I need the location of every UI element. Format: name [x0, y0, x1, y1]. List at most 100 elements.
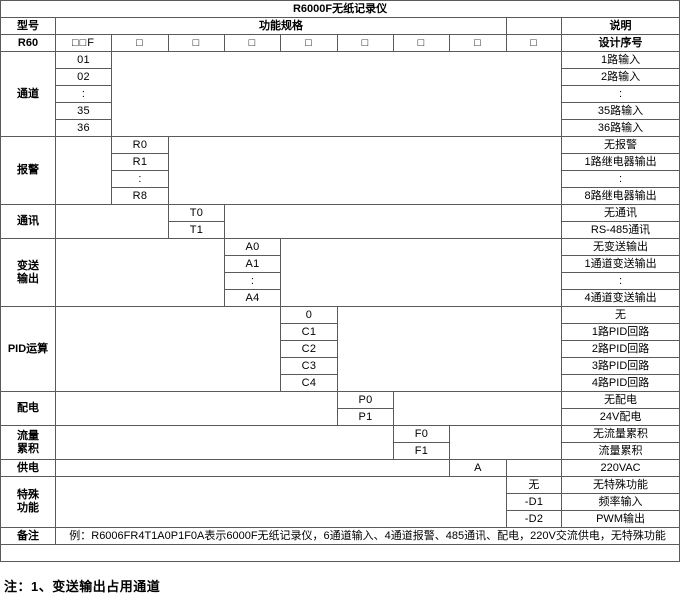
code-box-8: □ — [449, 34, 507, 52]
group-label-alarm: 报警 — [0, 136, 56, 205]
pid-code-0: 0 — [280, 306, 338, 324]
table-row: 特殊 功能 无 无特殊功能 — [0, 476, 680, 528]
filler — [55, 204, 169, 239]
group-label-comm: 通讯 — [0, 204, 56, 239]
comm-desc-t1: RS-485通讯 — [560, 221, 680, 239]
special-desc-none: 无特殊功能 — [560, 476, 680, 494]
channel-desc-35: 35路输入 — [560, 102, 680, 120]
pid-desc-c2: 2路PID回路 — [560, 340, 680, 358]
remark-row: 备注 例：R6006FR4T1A0P1F0A表示6000F无纸记录仪，6通道输入… — [0, 527, 680, 545]
footnote: 注：1、变送输出占用通道 — [4, 579, 161, 594]
table-row: C4 4路PID回路 — [1, 374, 680, 392]
filler — [168, 136, 562, 205]
alarm-code-r1: R1 — [111, 153, 169, 171]
table-row: C2 2路PID回路 — [1, 340, 680, 358]
table-row: P1 24V配电 — [1, 408, 680, 426]
mains-code-a: A — [449, 459, 507, 477]
group-label-transmit: 变送 输出 — [0, 238, 56, 307]
table-row: A1 1通道变送输出 — [1, 255, 680, 273]
filler — [506, 459, 562, 477]
filler — [111, 51, 562, 137]
transmit-desc-a1: 1通道变送输出 — [560, 255, 680, 273]
header-desc: 说明 — [560, 17, 680, 35]
design-serial-label: 设计序号 — [560, 34, 680, 52]
flow-code-f0: F0 — [393, 425, 450, 443]
code-box-2: □ — [111, 34, 169, 52]
comm-code-t0: T0 — [168, 204, 225, 222]
comm-code-t1: T1 — [168, 221, 225, 239]
group-label-transmit-line1: 变送 — [17, 259, 39, 272]
flow-desc-f1: 流量累积 — [560, 442, 680, 460]
group-label-power-supply: 配电 — [0, 391, 56, 426]
group-label-special-line2: 功能 — [17, 502, 39, 514]
table-row: 变送 输出 A0 无变送输出 — [0, 238, 680, 307]
table-row: : : — [1, 272, 680, 290]
table-row: C3 3路PID回路 — [1, 357, 680, 375]
product-spec-table: R6000F无纸记录仪 型号 功能规格 说明 R60 □□F □ □ □ □ □… — [0, 0, 680, 562]
table-row: 流量 累积 F0 无流量累积 — [0, 425, 680, 460]
pid-code-c2: C2 — [280, 340, 338, 358]
channel-code-35: 35 — [55, 102, 112, 120]
dist-desc-p1: 24V配电 — [560, 408, 680, 426]
transmit-code-a4: A4 — [224, 289, 281, 307]
channel-code-ellipsis: : — [55, 85, 112, 103]
filler — [280, 238, 562, 307]
table-row: PID运算 0 无 — [0, 306, 680, 392]
bottom-spacer-row — [0, 544, 680, 562]
group-label-channel: 通道 — [0, 51, 56, 137]
pid-desc-0: 无 — [560, 306, 680, 324]
filler — [55, 238, 225, 307]
transmit-desc-a4: 4通道变送输出 — [560, 289, 680, 307]
channel-code-01: 01 — [55, 51, 112, 69]
special-code-none: 无 — [506, 476, 562, 494]
table-row: 配电 P0 无配电 — [0, 391, 680, 426]
alarm-desc-r8: 8路继电器输出 — [560, 187, 680, 205]
alarm-desc-ellipsis: : — [560, 170, 680, 188]
pid-desc-c4: 4路PID回路 — [560, 374, 680, 392]
pid-code-c3: C3 — [280, 357, 338, 375]
table-row: : : — [1, 85, 680, 103]
special-code-d2: -D2 — [506, 510, 562, 528]
filler — [55, 306, 281, 392]
channel-desc-36: 36路输入 — [560, 119, 680, 137]
table-row: 通讯 T0 无通讯 — [0, 204, 680, 239]
group-label-special-line1: 特殊 — [17, 489, 39, 501]
filler — [55, 136, 112, 205]
mains-desc-a: 220VAC — [560, 459, 680, 477]
channel-code-02: 02 — [55, 68, 112, 86]
filler — [55, 459, 450, 477]
flow-desc-f0: 无流量累积 — [560, 425, 680, 443]
transmit-code-a0: A0 — [224, 238, 281, 256]
table-row: 通道 01 1路输入 — [0, 51, 680, 137]
code-box-4: □ — [224, 34, 281, 52]
group-label-pid: PID运算 — [0, 306, 56, 392]
pid-code-c1: C1 — [280, 323, 338, 341]
channel-desc-02: 2路输入 — [560, 68, 680, 86]
pid-desc-c3: 3路PID回路 — [560, 357, 680, 375]
group-label-mains: 供电 — [0, 459, 56, 477]
table-row: 供电 A 220VAC — [0, 459, 680, 477]
dist-code-p1: P1 — [337, 408, 394, 426]
header-spec: 功能规格 — [55, 17, 507, 35]
alarm-desc-r0: 无报警 — [560, 136, 680, 154]
filler — [449, 425, 562, 460]
channel-code-36: 36 — [55, 119, 112, 137]
special-desc-d2: PWM输出 — [560, 510, 680, 528]
table-row: F1 流量累积 — [1, 442, 680, 460]
table-row: C1 1路PID回路 — [1, 323, 680, 341]
alarm-desc-r1: 1路继电器输出 — [560, 153, 680, 171]
alarm-code-r8: R8 — [111, 187, 169, 205]
channel-desc-ellipsis: : — [560, 85, 680, 103]
filler — [337, 306, 562, 392]
group-label-flow-line1: 流量 — [17, 429, 39, 442]
transmit-code-ellipsis: : — [224, 272, 281, 290]
alarm-code-ellipsis: : — [111, 170, 169, 188]
model-code: R60 — [0, 34, 56, 52]
table-row: -D2 PWM输出 — [1, 510, 680, 528]
pid-code-c4: C4 — [280, 374, 338, 392]
group-label-special: 特殊 功能 — [0, 476, 56, 528]
dist-desc-p0: 无配电 — [560, 391, 680, 409]
header-spare — [506, 17, 562, 35]
group-label-flow-line2: 累积 — [17, 442, 39, 455]
